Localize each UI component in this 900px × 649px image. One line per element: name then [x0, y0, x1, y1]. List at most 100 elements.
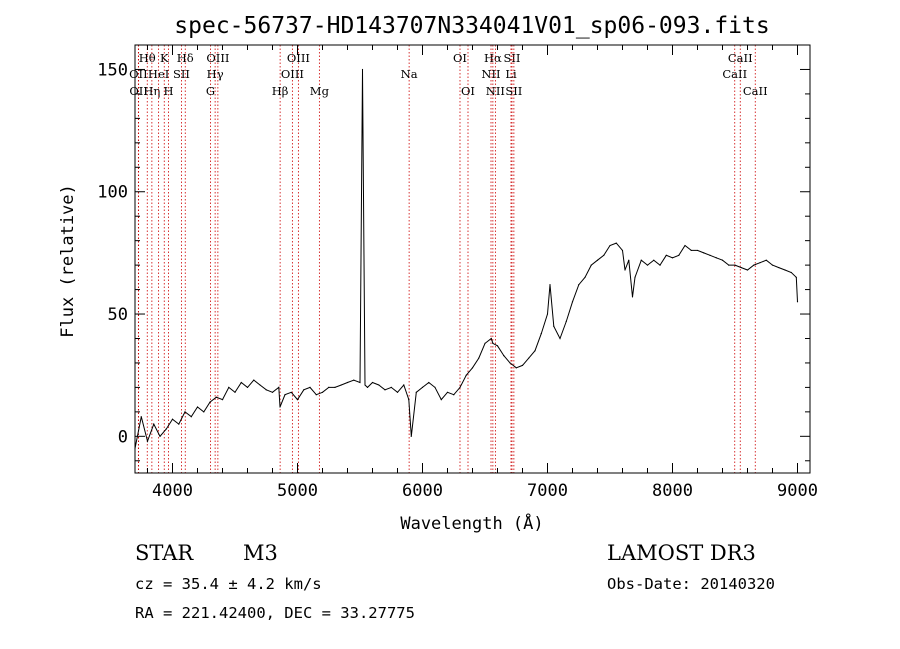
spectrum-point — [340, 384, 342, 386]
spectrum-point — [159, 435, 161, 437]
spectrum-point — [378, 384, 380, 386]
line-marker-label: HeI — [148, 67, 169, 81]
observation-date: Obs-Date: 20140320 — [607, 575, 775, 593]
spectrum-point — [171, 418, 174, 420]
spectrum-point — [361, 68, 364, 71]
x-tick-label: 8000 — [652, 481, 693, 501]
spectrum-point — [278, 386, 280, 388]
spectrum-point — [428, 381, 430, 384]
spectrum-point — [321, 391, 324, 393]
spectrum-point — [665, 254, 667, 256]
x-tick-label: 6000 — [402, 481, 443, 501]
spectrum-point — [596, 259, 599, 261]
x-tick-label: 9000 — [777, 481, 818, 501]
spectrum-point — [521, 364, 524, 366]
x-tick-label: 4000 — [152, 481, 193, 501]
spectrum-point — [415, 391, 417, 393]
plot-frame — [134, 44, 811, 474]
line-marker-label: SII — [173, 67, 190, 81]
spectrum-point — [396, 391, 399, 393]
object-subclass: M3 — [243, 541, 278, 565]
spectrum-point — [696, 249, 699, 252]
spectrum-point — [496, 345, 499, 347]
spectrum-point — [140, 416, 142, 418]
spectrum-point — [796, 301, 799, 303]
spectrum-point — [515, 367, 517, 369]
spectrum-point — [503, 355, 505, 357]
spectrum-point — [534, 350, 536, 352]
axis-ticks: 4000 5000 6000 7000 8000 9000 0 50 100 150 — [97, 44, 818, 501]
line-marker-label: Hγ — [207, 67, 224, 81]
spectrum-point — [459, 386, 461, 388]
spectrum-point — [492, 342, 494, 344]
spectrum-point — [528, 357, 530, 359]
spectrum-point — [590, 264, 592, 266]
spectrum-point — [271, 391, 274, 393]
spectrum-point — [759, 262, 761, 264]
x-tick-label: 7000 — [527, 481, 568, 501]
y-tick-label: 100 — [97, 183, 128, 203]
spectrum-point — [778, 266, 780, 269]
spectrum-point — [746, 269, 749, 271]
spectrum-point — [540, 332, 542, 335]
spectrum-point — [315, 394, 317, 396]
spectrum-point — [303, 389, 305, 391]
spectrum-point — [478, 357, 480, 359]
spectrum-point — [290, 391, 292, 393]
spectrum-point — [546, 313, 549, 315]
spectrum-point — [784, 269, 786, 271]
spectrum-point — [234, 391, 236, 393]
spectrum-point — [165, 428, 167, 430]
line-marker-label: Hδ — [177, 51, 194, 65]
spectrum-point — [465, 374, 467, 376]
spectrum-point — [434, 386, 436, 388]
line-marker-label: CaII — [743, 84, 768, 98]
spectrum-point — [646, 264, 649, 266]
spectrum-point — [771, 264, 774, 266]
spectrum-point — [559, 337, 561, 340]
line-marker-label: OII — [129, 84, 148, 98]
spectrum-point — [678, 254, 680, 256]
spectrum-point — [146, 440, 149, 442]
spectrum-point — [565, 320, 567, 322]
line-marker-label: NII — [481, 67, 500, 81]
spectrum-point — [728, 264, 730, 266]
spectrum-point — [795, 276, 797, 278]
spectrum-point — [228, 386, 230, 388]
spectrum-point — [653, 259, 655, 261]
spectrum-point — [296, 399, 299, 401]
spectrum-point — [240, 381, 242, 384]
spectrum-point — [364, 384, 366, 386]
spectrum-point — [309, 386, 311, 388]
spectrum-point — [690, 249, 692, 252]
line-marker-label: Na — [401, 67, 418, 81]
line-marker-label: CaII — [728, 51, 753, 65]
line-marker-label: K — [160, 51, 169, 65]
spectrum-point — [453, 394, 455, 396]
spectrum-point — [440, 399, 442, 401]
spectrum-point — [446, 391, 449, 393]
spectrum-point — [659, 264, 661, 266]
line-marker-label: SII — [505, 84, 522, 98]
line-marker-label: Hη — [143, 84, 160, 98]
spectrum-point — [184, 411, 186, 413]
spectrum-point — [253, 379, 255, 381]
line-marker-label: Hα — [484, 51, 502, 65]
line-marker-label: CaII — [722, 67, 747, 81]
line-marker-label: SII — [504, 51, 521, 65]
spectrum-point — [196, 406, 199, 408]
line-marker-label: Hθ — [139, 51, 156, 65]
spectrum-point — [715, 257, 717, 259]
spectrum-point — [634, 276, 636, 278]
line-marker-label: G — [206, 84, 215, 98]
survey-name: LAMOST DR3 — [607, 541, 756, 565]
spectrum-point — [721, 259, 724, 261]
line-marker-label: Hβ — [272, 84, 289, 98]
line-marker-label: OIII — [281, 67, 304, 81]
spectrum-point — [603, 254, 605, 256]
spectrum-point — [578, 284, 580, 286]
spectrum-point — [178, 423, 180, 425]
spectrum-point — [359, 381, 361, 384]
